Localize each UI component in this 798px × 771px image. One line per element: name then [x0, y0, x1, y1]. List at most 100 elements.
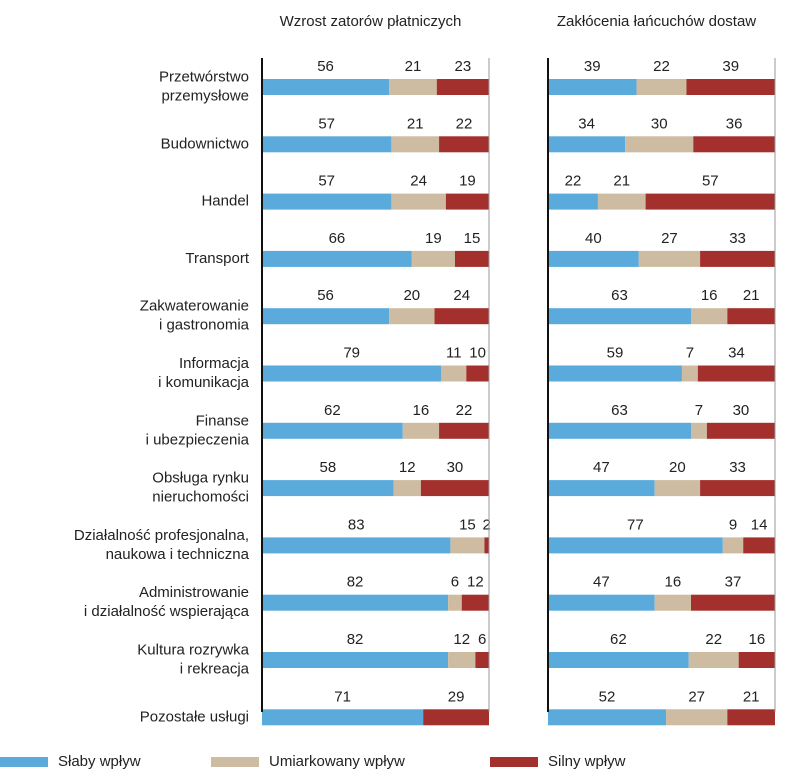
bar-segment [402, 422, 440, 439]
value-label: 36 [726, 115, 743, 132]
bar-segment [666, 709, 728, 726]
value-label: 63 [611, 402, 628, 419]
bar-segment [743, 537, 775, 554]
value-label: 6 [478, 631, 486, 648]
value-label: 9 [729, 516, 737, 533]
bar-segment [722, 537, 744, 554]
value-label: 12 [453, 631, 470, 648]
value-label: 33 [729, 459, 746, 476]
value-label: 34 [578, 115, 595, 132]
bar-segment [548, 193, 598, 210]
legend-swatch [211, 757, 259, 767]
bar-segment [706, 422, 775, 439]
bar-segment [700, 480, 775, 497]
bar-segment [445, 193, 489, 210]
category-label: Zakwaterowanie i gastronomia [140, 298, 250, 334]
bar-segment [423, 709, 489, 726]
value-label: 24 [453, 287, 470, 304]
legend-label: Umiarkowany wpływ [269, 753, 405, 770]
bar-segment [420, 480, 489, 497]
legend-swatch [0, 757, 48, 767]
value-label: 27 [661, 230, 678, 247]
bar-segment [448, 652, 476, 668]
value-label: 33 [729, 230, 746, 247]
bar-segment [262, 365, 442, 382]
value-label: 63 [611, 287, 628, 304]
value-label: 22 [653, 58, 670, 75]
bar-segment [436, 79, 489, 95]
value-label: 20 [669, 459, 686, 476]
category-label: Działalność profesjonalna, naukowa i tech… [74, 527, 250, 563]
bar-segment [548, 652, 689, 668]
bar-segment [548, 365, 682, 382]
panel-title: Wzrost zatorów płatniczych [280, 13, 462, 30]
bar-segment [389, 308, 435, 325]
bar-segment [389, 79, 437, 95]
value-label: 22 [456, 402, 473, 419]
value-label: 57 [318, 115, 335, 132]
value-label: 15 [459, 516, 476, 533]
category-label: Informacja i komunikacja [158, 355, 250, 391]
bar-segment [439, 422, 489, 439]
value-label: 56 [317, 287, 334, 304]
bar-segment [597, 193, 646, 210]
value-label: 83 [348, 516, 365, 533]
bar-segment [450, 537, 485, 554]
value-label: 11 [446, 344, 462, 361]
value-label: 47 [593, 574, 610, 591]
legend-swatch [490, 757, 538, 767]
bar-segment [654, 594, 692, 611]
category-label: Finanse i ubezpieczenia [146, 412, 250, 448]
bar-segment [548, 136, 626, 153]
bar-segment [262, 594, 449, 611]
value-label: 20 [403, 287, 420, 304]
legend-label: Słaby wpływ [58, 753, 141, 770]
bar-segment [625, 136, 694, 153]
value-label: 22 [565, 173, 582, 190]
value-label: 82 [347, 574, 364, 591]
bar-segment [484, 537, 489, 554]
bar-segment [638, 250, 701, 267]
bar-segment [262, 79, 390, 95]
value-label: 77 [627, 516, 644, 533]
value-label: 21 [407, 115, 424, 132]
value-label: 12 [399, 459, 416, 476]
value-label: 59 [607, 344, 624, 361]
bar-segment [688, 652, 739, 668]
value-label: 10 [469, 344, 486, 361]
bar-segment [548, 594, 655, 611]
value-label: 7 [695, 402, 703, 419]
bar-segment [393, 480, 421, 497]
value-label: 57 [318, 173, 335, 190]
value-label: 29 [448, 688, 465, 705]
bar-segment [262, 136, 392, 153]
panel-title: Zakłócenia łańcuchów dostaw [557, 13, 756, 30]
bar-segment [466, 365, 489, 382]
bar-segment [691, 594, 775, 611]
value-label: 71 [334, 688, 351, 705]
bar-segment [391, 136, 440, 153]
category-label: Administrowanie i działalność wspierająca [84, 584, 250, 620]
bar-segment [636, 79, 687, 95]
value-label: 30 [651, 115, 668, 132]
value-label: 19 [459, 173, 476, 190]
bar-segment [262, 422, 403, 439]
bar-segment [262, 652, 449, 668]
bar-segment [686, 79, 775, 95]
value-label: 24 [410, 173, 427, 190]
bar-segment [454, 250, 489, 267]
bar-segment [262, 537, 451, 554]
bar-segment [548, 480, 655, 497]
category-label: Przetwórstwo przemysłowe [159, 68, 249, 104]
bar-segment [548, 709, 667, 726]
value-label: 22 [705, 631, 722, 648]
bar-segment [475, 652, 489, 668]
value-label: 79 [343, 344, 360, 361]
value-label: 52 [599, 688, 616, 705]
bar-segment [411, 250, 455, 267]
value-label: 40 [585, 230, 602, 247]
bar-segment [391, 193, 446, 210]
value-label: 30 [447, 459, 464, 476]
bar-segment [548, 250, 639, 267]
